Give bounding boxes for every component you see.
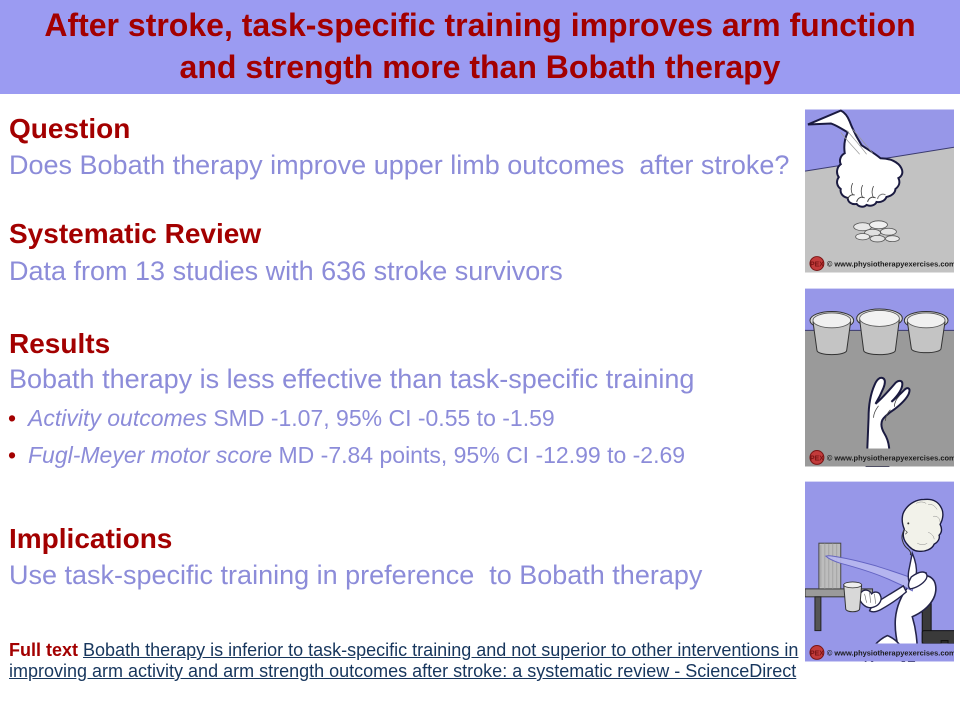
svg-text:© www.physiotherapyexercises.c: © www.physiotherapyexercises.com [827,453,954,462]
svg-text:PEX: PEX [810,650,824,657]
svg-text:PEX: PEX [810,455,824,462]
svg-text:© www.physiotherapyexercises.c: © www.physiotherapyexercises.com [827,259,954,268]
svg-text:© www.physiotherapyexercises.c: © www.physiotherapyexercises.com [827,648,954,657]
svg-text:PEX: PEX [810,261,824,268]
